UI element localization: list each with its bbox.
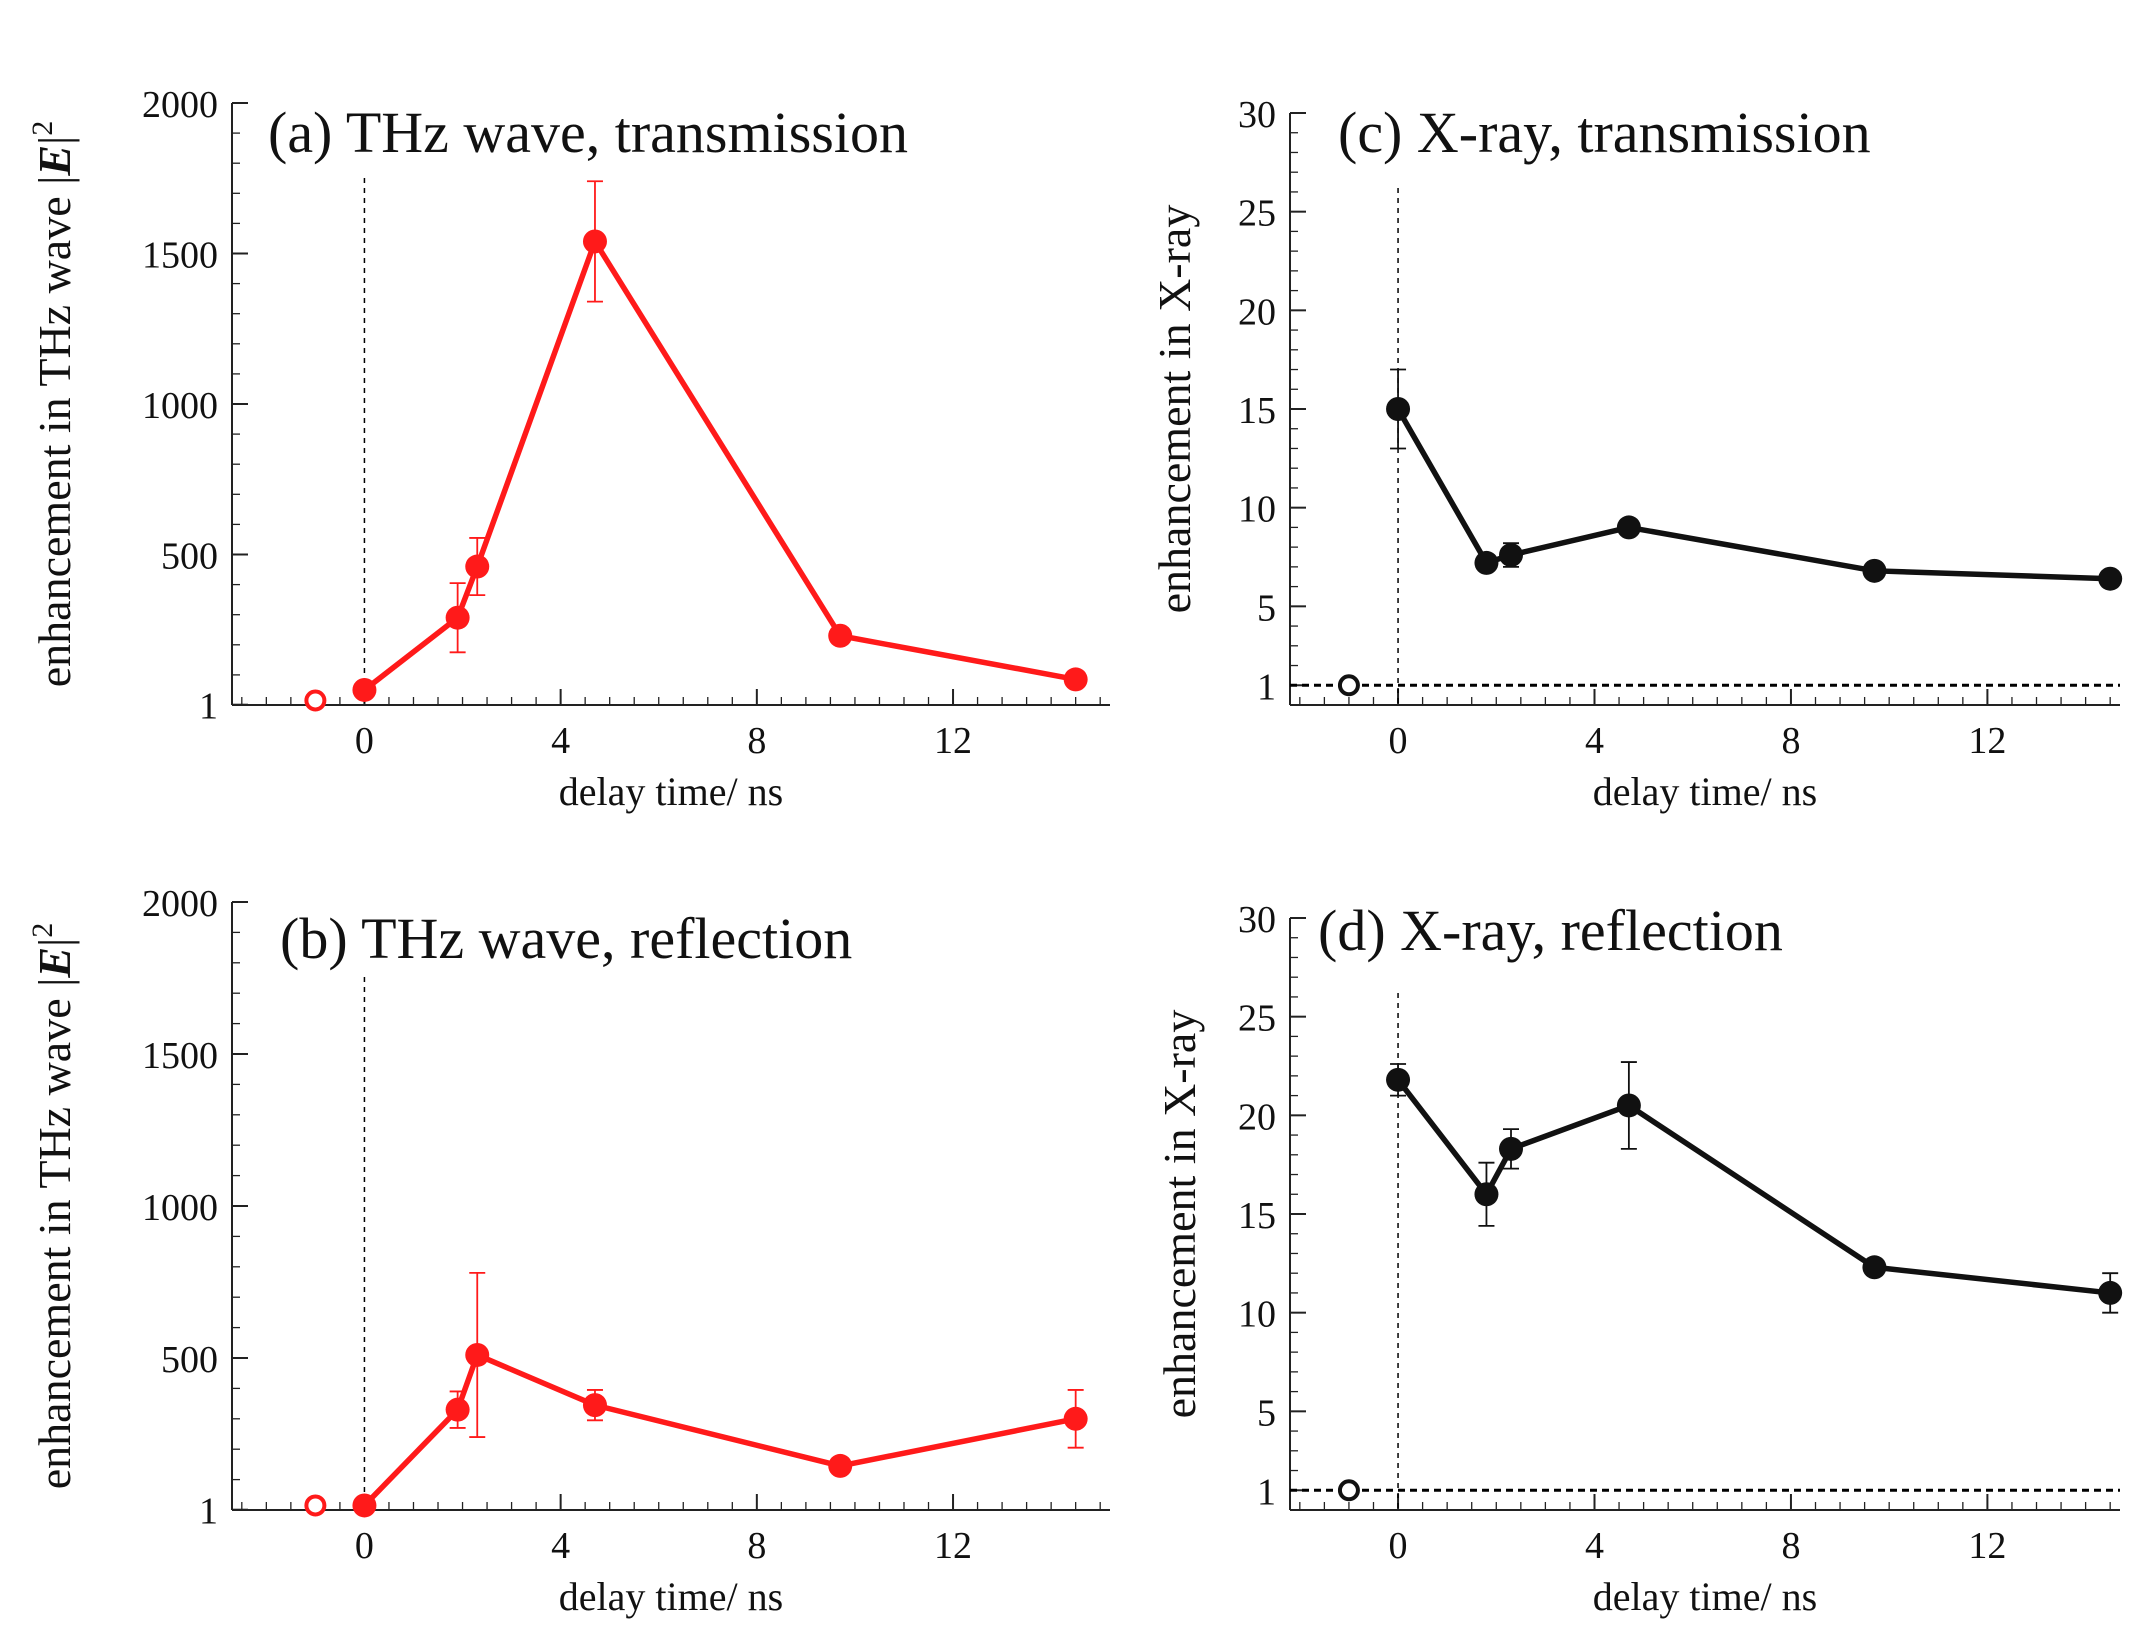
data-point [828,623,853,648]
x-axis-label: delay time/ ns [1593,769,1817,814]
y-tick-label: 2000 [142,84,218,126]
y-tick-label: 20 [1238,291,1276,333]
data-point [445,605,470,630]
x-axis-label: delay time/ ns [559,769,783,814]
panel-title: (d) X-ray, reflection [1318,898,1783,963]
y-tick-label: 1000 [142,385,218,427]
data-point [1474,550,1499,575]
y-axis-label: enhancement in THz wave |E|2 [26,121,80,688]
data-point [1386,1067,1411,1092]
y-tick-label: 5 [1257,1392,1276,1434]
y-axis-label: enhancement in THz wave |E|2 [26,923,80,1490]
y-tick-label: 10 [1238,489,1276,531]
y-tick-label: 10 [1238,1294,1276,1336]
y-axis-label-symbol: E [29,947,80,979]
x-tick-label: 4 [1585,720,1604,762]
x-tick-label: 8 [1781,720,1800,762]
y-tick-label: 1500 [142,1035,218,1077]
panel-title: (b) THz wave, reflection [280,906,852,971]
y-axis-label-text: enhancement in THz wave | [29,978,80,1490]
y-axis-label-symbol: E [29,145,80,177]
reference-point [1337,1479,1360,1502]
data-point [1616,1093,1641,1118]
series-line [362,238,1077,693]
y-tick-label: 20 [1238,1096,1276,1138]
y-tick-label: 2000 [142,883,218,925]
series-line [1395,1078,2111,1296]
data-point [1862,558,1887,583]
series-line [1395,407,2111,582]
y-axis-label-power: 2 [26,923,59,938]
y-tick-label: 25 [1238,998,1276,1040]
data-point [828,1453,853,1478]
x-axis-label: delay time/ ns [1593,1574,1817,1619]
x-tick-label: 0 [355,1525,374,1567]
x-tick-label: 0 [1389,720,1408,762]
panel-title: (a) THz wave, transmission [268,100,908,165]
y-axis-label-text: enhancement in THz wave | [29,176,80,688]
y-tick-label: 30 [1238,94,1276,136]
x-tick-label: 8 [747,1525,766,1567]
x-tick-label: 4 [1585,1525,1604,1567]
data-point [582,1393,607,1418]
y-axis-label-bar: | [29,938,80,947]
y-tick-label: 15 [1238,1195,1276,1237]
reference-point [304,1494,327,1517]
y-tick-label: 5 [1257,587,1276,629]
data-point [2098,1280,2123,1305]
y-tick-label: 500 [161,1339,218,1381]
data-point [2098,566,2123,591]
data-point [1499,543,1524,568]
data-point [352,677,377,702]
data-point [465,554,490,579]
x-axis-label: delay time/ ns [559,1574,783,1619]
x-tick-label: 8 [1781,1525,1800,1567]
x-tick-label: 0 [355,720,374,762]
x-tick-label: 8 [747,720,766,762]
panel-title: (c) X-ray, transmission [1338,100,1871,165]
y-tick-label: 1500 [142,235,218,277]
y-axis-label-power: 2 [26,121,59,136]
x-tick-label: 0 [1389,1525,1408,1567]
y-axis-label: enhancement in X-ray [1154,1010,1205,1419]
data-point [445,1397,470,1422]
x-tick-label: 12 [934,720,972,762]
data-point [1616,515,1641,540]
data-point [1862,1255,1887,1280]
reference-point [304,689,327,712]
data-point [352,1493,377,1518]
x-tick-label: 12 [934,1525,972,1567]
x-tick-label: 4 [551,1525,570,1567]
y-axis-label: enhancement in X-ray [1149,205,1200,614]
series-line [362,1352,1077,1508]
y-tick-label: 1 [199,686,218,728]
data-point [1063,1406,1088,1431]
x-tick-label: 4 [551,720,570,762]
reference-point [1337,674,1360,697]
y-tick-label: 1 [199,1491,218,1533]
data-point [1386,397,1411,421]
y-axis-label-bar: | [29,136,80,145]
y-tick-label: 30 [1238,899,1276,941]
y-tick-label: 1 [1257,666,1276,708]
data-point [1499,1136,1524,1161]
y-tick-label: 500 [161,536,218,578]
data-point [465,1342,490,1367]
y-tick-label: 15 [1238,390,1276,432]
y-tick-label: 1 [1257,1471,1276,1513]
y-tick-label: 1000 [142,1187,218,1229]
data-point [582,229,607,254]
data-point [1063,667,1088,692]
x-tick-label: 12 [1968,1525,2006,1567]
y-tick-label: 25 [1238,193,1276,235]
x-tick-label: 12 [1968,720,2006,762]
data-point [1474,1182,1499,1207]
